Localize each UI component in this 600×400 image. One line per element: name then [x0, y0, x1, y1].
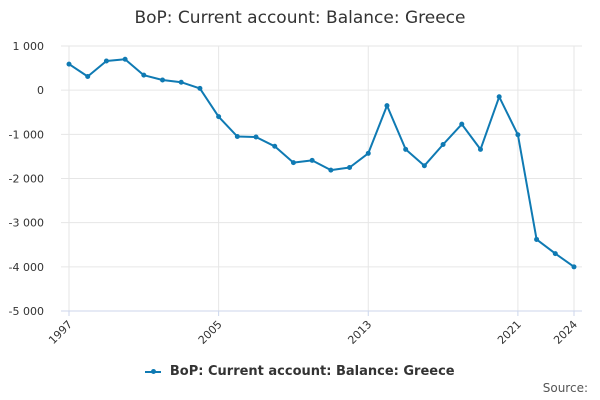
data-point[interactable] [421, 163, 427, 169]
data-point[interactable] [384, 103, 390, 109]
series-layer [66, 56, 577, 270]
data-point[interactable] [216, 114, 222, 120]
data-point[interactable] [534, 236, 540, 242]
y-tick-label: 1 000 [13, 40, 45, 53]
series-line [68, 58, 575, 268]
data-point[interactable] [272, 143, 278, 149]
y-tick-label: -1 000 [9, 128, 44, 141]
y-tick-label: -3 000 [9, 217, 44, 230]
data-point[interactable] [197, 85, 203, 91]
data-point[interactable] [440, 141, 446, 147]
data-point[interactable] [178, 79, 184, 85]
data-point[interactable] [515, 132, 521, 138]
chart-title: BoP: Current account: Balance: Greece [134, 8, 466, 28]
x-tick-labels: 1997 2005 2013 2021 2024 [46, 318, 580, 347]
data-point[interactable] [253, 134, 259, 140]
data-point[interactable] [66, 61, 72, 67]
data-point[interactable] [347, 164, 353, 170]
data-point[interactable] [571, 264, 577, 270]
data-point[interactable] [328, 167, 334, 173]
x-tick-label: 2021 [495, 318, 524, 347]
data-point[interactable] [365, 150, 371, 156]
data-point[interactable] [459, 121, 465, 127]
x-tick-label: 2024 [551, 318, 580, 347]
source-label: Source: [542, 381, 588, 395]
data-point[interactable] [141, 72, 147, 78]
axes [61, 310, 582, 316]
data-point[interactable] [403, 146, 409, 152]
data-point[interactable] [122, 56, 128, 62]
data-point[interactable] [552, 251, 558, 257]
data-point[interactable] [85, 73, 91, 79]
grid-lines [61, 45, 582, 312]
y-tick-labels: 1 000 0 -1 000 -2 000 -3 000 -4 000 -5 000 [9, 40, 44, 318]
legend-label: BoP: Current account: Balance: Greece [169, 364, 455, 379]
data-point[interactable] [103, 58, 109, 64]
x-tick-label: 2013 [345, 318, 374, 347]
data-point[interactable] [290, 160, 296, 166]
legend[interactable]: BoP: Current account: Balance: Greece [0, 364, 600, 379]
data-point[interactable] [309, 157, 315, 163]
y-tick-label: 0 [37, 84, 44, 97]
y-tick-label: -2 000 [9, 173, 44, 186]
data-point[interactable] [234, 134, 240, 140]
data-point[interactable] [477, 146, 483, 152]
y-tick-label: -4 000 [9, 261, 44, 274]
data-point[interactable] [160, 77, 166, 83]
x-tick-label: 2005 [196, 318, 225, 347]
data-point[interactable] [496, 94, 502, 100]
legend-swatch [145, 367, 162, 377]
y-tick-label: -5 000 [9, 305, 44, 318]
x-tick-label: 1997 [46, 318, 75, 347]
